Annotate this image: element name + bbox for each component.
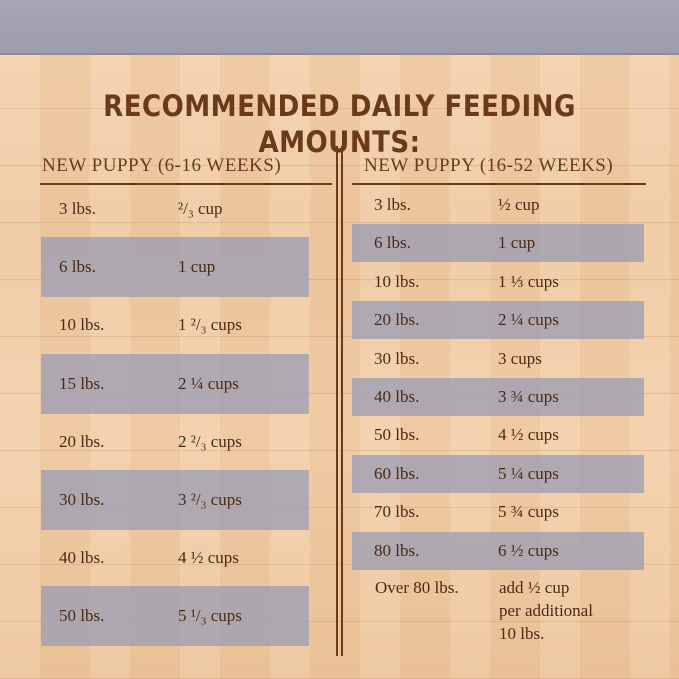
- left-column-heading: NEW PUPPY (6-16 WEEKS): [42, 155, 282, 176]
- left-heading-rule: [40, 183, 332, 185]
- over-80-amount-line-3: 10 lbs.: [499, 624, 545, 643]
- table-row: 15 lbs. 2 ¼ cups: [41, 353, 309, 414]
- table-row: 6 lbs. 1 cup: [41, 237, 309, 298]
- table-row: 6 lbs. 1 cup: [352, 224, 644, 263]
- table-row: 10 lbs. 1 ⅓ cups: [352, 263, 644, 301]
- weight-cell: 50 lbs.: [374, 425, 420, 445]
- table-row: 20 lbs. 2 ²/₃ cups: [41, 412, 309, 472]
- over-80-amount-line-1: add ½ cup: [499, 578, 570, 597]
- weight-cell: 10 lbs.: [59, 315, 105, 335]
- amount-cell: 4 ½ cups: [178, 548, 239, 568]
- table-row: 70 lbs. 5 ¾ cups: [352, 493, 644, 531]
- weight-cell: 30 lbs.: [59, 490, 105, 509]
- amount-cell: 3 cups: [498, 348, 542, 368]
- table-row: 3 lbs. ½ cup: [352, 186, 644, 224]
- table-row: 30 lbs. 3 ²/₃ cups: [41, 470, 309, 530]
- weight-cell: 40 lbs.: [374, 387, 420, 406]
- weight-cell: 30 lbs.: [374, 348, 420, 368]
- amount-cell: 1 cup: [178, 257, 216, 277]
- amount-cell: 5 ¾ cups: [498, 502, 559, 522]
- column-divider-right: [341, 146, 343, 656]
- table-row: 80 lbs. 6 ½ cups: [352, 531, 644, 570]
- weight-cell: 3 lbs.: [374, 195, 411, 214]
- right-column-heading: NEW PUPPY (16-52 WEEKS): [364, 155, 614, 176]
- table-row: 10 lbs. 1 ²/₃ cups: [41, 295, 309, 355]
- amount-cell: 2 ¼ cups: [498, 310, 559, 330]
- amount-cell: ½ cup: [498, 195, 540, 214]
- amount-cell: 1 ⅓ cups: [498, 271, 559, 291]
- page-title: RECOMMENDED DAILY FEEDING AMOUNTS:: [103, 89, 576, 159]
- table-row: 60 lbs. 5 ¼ cups: [352, 454, 644, 493]
- weight-cell: 70 lbs.: [374, 502, 420, 522]
- amount-cell: 3 ²/₃ cups: [178, 490, 242, 509]
- table-row: 3 lbs. ²/₃ cup: [41, 179, 309, 239]
- amount-cell: 3 ¾ cups: [498, 387, 559, 406]
- table-row: 30 lbs. 3 cups: [352, 340, 644, 378]
- table-row: 50 lbs. 5 ¹/₃ cups: [41, 586, 309, 647]
- table-row: 20 lbs. 2 ¼ cups: [352, 301, 644, 340]
- weight-cell: 20 lbs.: [374, 310, 420, 330]
- over-80-weight: Over 80 lbs.: [375, 578, 459, 597]
- weight-cell: 15 lbs.: [59, 373, 105, 393]
- weight-cell: 6 lbs.: [374, 233, 411, 253]
- amount-cell: 5 ¹/₃ cups: [178, 606, 242, 626]
- amount-cell: 4 ½ cups: [498, 425, 559, 445]
- column-divider-left: [336, 146, 338, 656]
- weight-cell: 50 lbs.: [59, 606, 105, 626]
- table-row: 50 lbs. 4 ½ cups: [352, 416, 644, 454]
- table-row: 40 lbs. 4 ½ cups: [41, 528, 309, 588]
- amount-cell: 5 ¼ cups: [498, 463, 559, 483]
- weight-cell: 80 lbs.: [374, 540, 420, 560]
- amount-cell: ²/₃ cup: [178, 199, 223, 218]
- amount-cell: 1 ²/₃ cups: [178, 315, 242, 335]
- weight-cell: 20 lbs.: [59, 431, 105, 451]
- weight-cell: 60 lbs.: [374, 463, 420, 483]
- weight-cell: 6 lbs.: [59, 257, 96, 277]
- amount-cell: 2 ²/₃ cups: [178, 431, 242, 451]
- top-band: [0, 0, 679, 55]
- weight-cell: 10 lbs.: [374, 271, 420, 291]
- amount-cell: 2 ¼ cups: [178, 373, 239, 393]
- right-heading-rule: [352, 183, 646, 185]
- weight-cell: 3 lbs.: [59, 199, 96, 218]
- over-80-amount-line-2: per additional: [499, 601, 593, 620]
- amount-cell: 1 cup: [498, 233, 536, 253]
- amount-cell: 6 ½ cups: [498, 540, 559, 560]
- weight-cell: 40 lbs.: [59, 548, 105, 568]
- table-row: 40 lbs. 3 ¾ cups: [352, 378, 644, 416]
